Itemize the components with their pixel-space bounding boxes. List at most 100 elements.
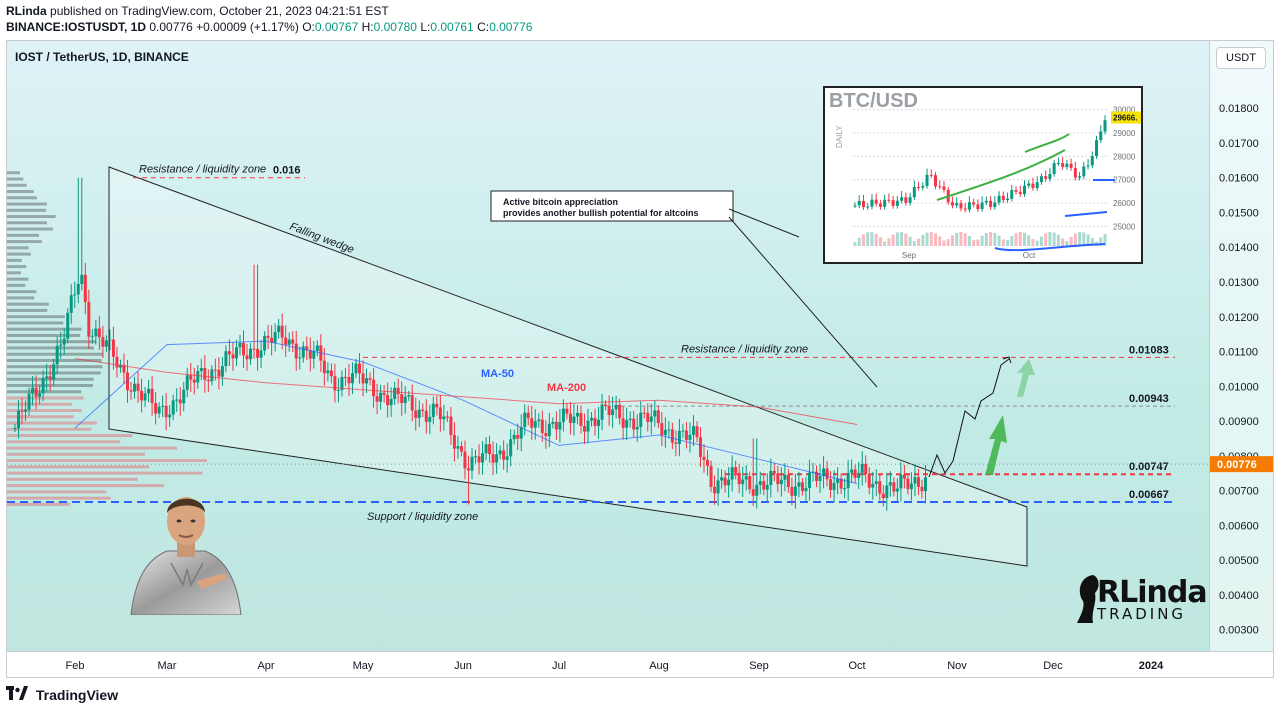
level-zone-label: Resistance / liquidity zone (681, 343, 808, 355)
volume-profile-bar (7, 227, 53, 231)
btc-candle-body (984, 200, 988, 203)
candle-body (642, 412, 646, 414)
candle-body (818, 476, 822, 481)
candle-body (284, 337, 288, 345)
candle-body (590, 417, 594, 421)
btc-volume-bar (853, 242, 857, 246)
candle-body (154, 403, 158, 414)
btc-candle-body (1022, 185, 1026, 195)
btc-volume-bar (967, 236, 971, 246)
btc-candle-body (857, 200, 861, 206)
candle-body (62, 338, 66, 345)
btc-candle-body (976, 204, 980, 209)
candle-body (614, 404, 618, 410)
candle-body (147, 388, 151, 394)
btc-inset-svg: 30000 29000 28000 27000 26000 25000 Sep Oct 2966… (853, 106, 1141, 260)
btc-candle-body (1018, 191, 1022, 195)
price-axis[interactable] (1209, 41, 1273, 651)
volume-profile-bar (7, 333, 81, 337)
candle-body (20, 410, 24, 412)
volume-profile-bar (7, 352, 104, 356)
brand-name: RLinda (1097, 575, 1208, 610)
candle-body (368, 378, 372, 380)
candle-body (94, 328, 98, 337)
btc-last-price-tag (1111, 111, 1141, 124)
btc-volume-bar (1014, 233, 1018, 246)
candle-body (466, 468, 470, 471)
candle-body (902, 474, 906, 479)
candle-body (519, 427, 523, 439)
candle-body (97, 328, 101, 338)
candle-body (878, 481, 882, 494)
candle-body (445, 416, 449, 418)
candle-body (259, 350, 263, 358)
btc-volume-bar (878, 237, 882, 246)
candle-body (793, 486, 797, 496)
candle-body (125, 372, 129, 391)
level-zone-label: Resistance / liquidity zone (139, 164, 266, 176)
btc-candle-body (891, 200, 895, 206)
volume-profile-bar (7, 421, 97, 425)
candle-body (252, 348, 256, 350)
btc-inset-chart: BTC/USD DAILY 30000 29000 28000 27000 26000 2… (823, 86, 1143, 264)
chart-title: IOST / TetherUS, 1D, BINANCE (15, 50, 189, 64)
btc-candle-body (925, 174, 929, 186)
btc-volume-bar (993, 232, 997, 246)
candle-body (618, 404, 622, 419)
candle-body (189, 375, 193, 380)
candle-body (857, 472, 861, 478)
candle-body (213, 369, 217, 371)
candle-body (400, 394, 404, 404)
candle-body (723, 477, 727, 486)
candle-body (277, 325, 281, 333)
btc-volume-bar (1006, 240, 1010, 246)
candle-body (621, 418, 625, 428)
candle-body (716, 480, 720, 494)
btc-volume-bar (959, 232, 963, 246)
candle-body (554, 421, 558, 430)
bullish-arrow-faded (1017, 359, 1035, 397)
candle-body (273, 332, 277, 343)
volume-profile-bar (7, 496, 111, 500)
time-axis[interactable] (7, 651, 1273, 677)
candle-body (431, 403, 435, 417)
currency-unit-button[interactable]: USDT (1216, 47, 1266, 69)
candle-body (751, 489, 755, 496)
volume-profile-bar (7, 183, 27, 187)
candle-body (579, 412, 583, 426)
btc-candle-body (967, 202, 971, 210)
volume-profile-bar (7, 315, 65, 319)
btc-volume-bar (1010, 236, 1014, 246)
candle-body (45, 376, 49, 379)
candle-body (308, 350, 312, 359)
btc-volume-bar (1099, 237, 1103, 246)
candle-body (217, 369, 221, 377)
btc-volume-bar (895, 232, 899, 246)
tradingview-footer[interactable]: TradingView (6, 686, 118, 703)
candle-body (178, 399, 182, 404)
candle-body (797, 482, 801, 487)
candle-body (474, 456, 478, 458)
falling-wedge (108, 166, 1028, 567)
candle-body (164, 405, 168, 418)
low-value: 0.00761 (430, 20, 474, 34)
candle-body (242, 342, 245, 356)
candle-body (881, 493, 885, 499)
btc-candle-body (989, 200, 993, 207)
volume-profile-bar (7, 202, 47, 206)
btc-candle-body (853, 205, 857, 207)
btc-candle-body (950, 202, 954, 206)
btc-volume-bar (1056, 234, 1060, 246)
btc-volume-bar (989, 232, 993, 246)
candle-body (639, 412, 643, 427)
ma-line (74, 340, 858, 485)
btc-volume-bar (1103, 234, 1107, 246)
chart-area[interactable]: IOST / TetherUS, 1D, BINANCE Falling wed… (6, 40, 1274, 678)
candle-body (59, 344, 63, 346)
candle-body (196, 371, 200, 383)
candle-body (635, 426, 639, 430)
btc-candle-body (1078, 176, 1082, 178)
candle-body (688, 434, 692, 440)
btc-volume-bar (900, 232, 904, 246)
